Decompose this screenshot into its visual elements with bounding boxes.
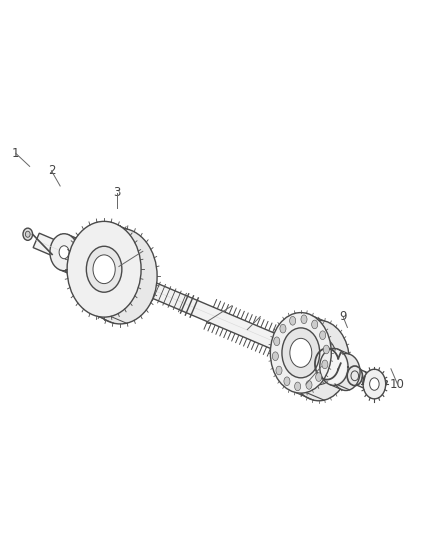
Text: 7: 7: [244, 323, 251, 336]
Ellipse shape: [316, 373, 322, 382]
Text: 8: 8: [302, 377, 310, 391]
Ellipse shape: [67, 221, 141, 317]
Ellipse shape: [301, 315, 307, 324]
Ellipse shape: [312, 320, 318, 329]
Ellipse shape: [300, 336, 337, 385]
Ellipse shape: [93, 255, 115, 284]
Ellipse shape: [363, 369, 386, 399]
Ellipse shape: [274, 337, 280, 345]
Ellipse shape: [295, 382, 301, 391]
Ellipse shape: [86, 246, 122, 292]
Text: 1: 1: [12, 147, 20, 160]
Polygon shape: [33, 233, 388, 395]
Text: 3: 3: [113, 186, 120, 199]
Ellipse shape: [276, 366, 282, 375]
Ellipse shape: [50, 234, 78, 271]
Ellipse shape: [308, 346, 329, 375]
Ellipse shape: [306, 381, 312, 389]
Ellipse shape: [280, 324, 286, 333]
Ellipse shape: [270, 312, 331, 393]
Ellipse shape: [284, 377, 290, 385]
Ellipse shape: [320, 331, 326, 340]
Ellipse shape: [60, 238, 88, 275]
Ellipse shape: [83, 228, 157, 324]
Text: 6: 6: [205, 314, 212, 327]
Text: 10: 10: [390, 377, 405, 391]
Ellipse shape: [322, 360, 328, 369]
Ellipse shape: [25, 231, 30, 237]
Ellipse shape: [59, 246, 69, 259]
Text: 5: 5: [115, 260, 123, 273]
Ellipse shape: [323, 345, 329, 354]
Text: 2: 2: [48, 164, 55, 177]
Ellipse shape: [282, 328, 320, 378]
Ellipse shape: [23, 228, 32, 240]
Text: 9: 9: [339, 310, 347, 323]
Ellipse shape: [290, 338, 312, 367]
Ellipse shape: [290, 317, 296, 325]
Ellipse shape: [321, 350, 346, 384]
Ellipse shape: [288, 320, 350, 401]
Ellipse shape: [272, 352, 279, 361]
Ellipse shape: [102, 253, 138, 299]
Ellipse shape: [332, 353, 360, 391]
Ellipse shape: [370, 378, 379, 390]
